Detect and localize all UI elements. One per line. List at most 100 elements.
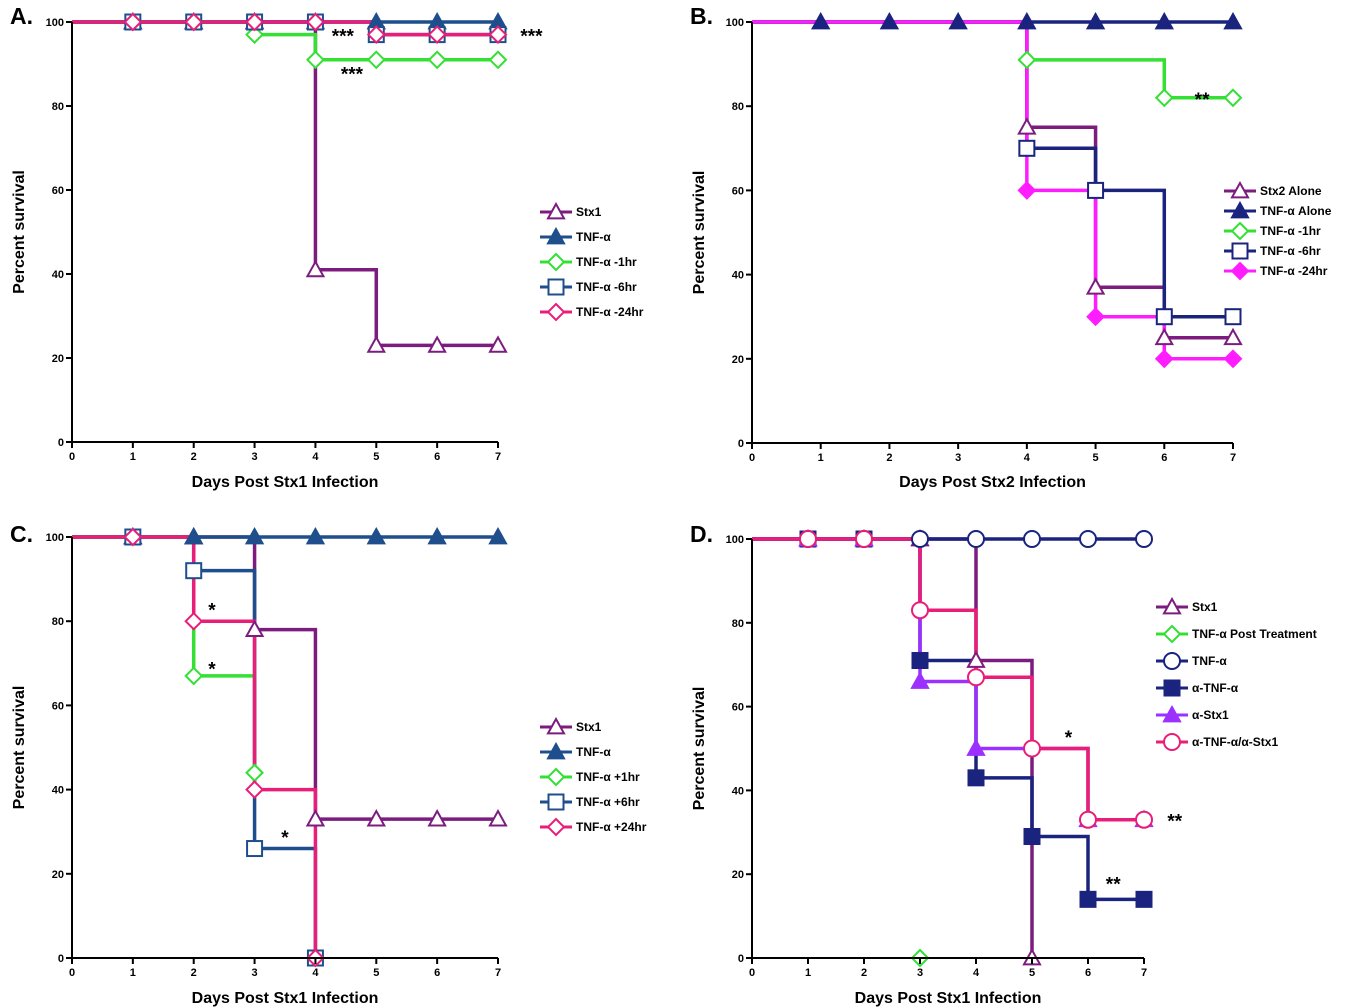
legend-label: TNF-α: [576, 230, 611, 244]
data-point: [184, 611, 204, 631]
series-line: [72, 535, 498, 821]
y-tick-label: 40: [732, 785, 744, 797]
significance-annotation: *: [1065, 728, 1073, 749]
legend-marker: [1230, 221, 1250, 241]
x-tick-label: 0: [749, 967, 755, 979]
data-point: [245, 780, 264, 800]
legend: Stx1 TNF-α TNF-α +1hr TNF-α +6hr TNF-α +24hr: [540, 716, 647, 837]
x-tick-label: 1: [130, 967, 136, 979]
significance-annotation: **: [1195, 90, 1210, 111]
chart-panel-3: C. 0 1 2 3 4 5 6 7 0 20 40 60 80 100 Days Post Stx1 Inf…: [10, 521, 647, 1007]
data-point: [1086, 307, 1105, 327]
data-point: [366, 809, 386, 827]
legend-marker: [1163, 652, 1181, 670]
data-point: [306, 50, 325, 70]
data-point: [1223, 327, 1243, 346]
legend-marker: [546, 226, 566, 245]
data-point: [185, 562, 203, 580]
data-point: [966, 738, 986, 756]
legend-marker: [546, 767, 566, 787]
legend-marker: [1162, 704, 1182, 723]
data-point: [184, 12, 204, 32]
legend-marker: [1231, 242, 1249, 260]
legend-label: TNF-α: [576, 745, 611, 759]
legend: Stx1 TNF-α Post Treatment TNF-α α-TNF-α α-St…: [1156, 596, 1317, 751]
data-point: [184, 666, 204, 686]
data-point: [245, 25, 264, 45]
series-line: [752, 20, 1233, 340]
x-axis-title: Days Post Stx2 Infection: [899, 474, 1086, 491]
y-tick-label: 60: [52, 185, 64, 197]
y-tick-label: 20: [52, 353, 64, 365]
legend-marker: [1162, 624, 1182, 644]
y-tick-label: 60: [732, 185, 744, 197]
x-tick-label: 0: [749, 452, 755, 464]
chart-panel-4: D. 0 1 2 3 4 5 6 7 0 20 40 60 80 100 Days Post Stx1 Inf…: [690, 521, 1317, 1007]
legend-label: α-Stx1: [1192, 708, 1229, 722]
x-tick-label: 7: [495, 451, 501, 463]
data-point: [1018, 139, 1036, 157]
data-point: [427, 526, 447, 545]
x-tick-label: 3: [252, 451, 258, 463]
data-point: [855, 530, 873, 548]
data-point: [1023, 827, 1041, 845]
data-point: [1085, 277, 1106, 295]
significance-annotation: *: [281, 828, 289, 849]
data-point: [488, 335, 508, 353]
y-tick-label: 0: [738, 438, 744, 450]
legend-marker: [1230, 261, 1250, 281]
data-point: [366, 526, 386, 545]
x-tick-label: 7: [495, 967, 501, 979]
legend-marker: [1162, 596, 1182, 615]
data-point: [123, 527, 143, 547]
data-point: [427, 335, 447, 353]
significance-annotation: **: [1106, 875, 1121, 896]
x-tick-label: 3: [252, 967, 258, 979]
legend-marker: [546, 817, 566, 837]
series-line: [752, 537, 1144, 822]
data-point: [799, 530, 817, 548]
y-axis-title: Percent survival: [691, 171, 708, 295]
data-point: [1224, 308, 1242, 326]
data-point: [305, 526, 326, 545]
data-point: [244, 619, 265, 638]
x-tick-label: 1: [818, 452, 824, 464]
x-tick-label: 7: [1141, 967, 1147, 979]
legend-label: TNF-α -1hr: [1260, 224, 1321, 238]
y-axis-title: Percent survival: [11, 686, 28, 810]
data-point: [1154, 88, 1174, 108]
legend: Stx2 Alone TNF-α Alone TNF-α -1hr TNF-α -6h…: [1224, 180, 1332, 281]
legend-marker: [1230, 180, 1250, 199]
y-tick-label: 80: [52, 616, 64, 628]
data-point: [910, 671, 930, 689]
y-tick-label: 0: [58, 437, 64, 449]
data-point: [306, 12, 325, 32]
x-tick-label: 1: [805, 967, 811, 979]
series-line: [72, 535, 318, 958]
legend-label: TNF-α Alone: [1260, 204, 1332, 218]
x-tick-label: 6: [434, 451, 440, 463]
data-point: [1023, 530, 1041, 548]
series-line: [72, 20, 498, 348]
series-line: [752, 20, 1233, 319]
data-point: [488, 25, 508, 45]
data-point: [366, 50, 386, 70]
legend-label: TNF-α Post Treatment: [1192, 627, 1317, 641]
data-point: [1087, 181, 1105, 199]
significance-annotation: ***: [332, 27, 355, 48]
data-point: [1079, 890, 1097, 908]
data-point: [366, 25, 386, 45]
data-point: [1155, 308, 1173, 326]
y-tick-label: 0: [58, 953, 64, 965]
data-point: [488, 809, 508, 827]
data-point: [811, 11, 831, 30]
data-point: [1154, 327, 1174, 346]
data-point: [1017, 50, 1037, 70]
data-point: [305, 259, 326, 278]
panel-label: D.: [690, 521, 713, 547]
significance-annotation: *: [208, 660, 216, 681]
data-point: [246, 840, 264, 858]
x-axis-title: Days Post Stx1 Infection: [192, 990, 379, 1007]
legend-label: TNF-α -24hr: [576, 305, 644, 319]
x-tick-label: 6: [1161, 452, 1167, 464]
